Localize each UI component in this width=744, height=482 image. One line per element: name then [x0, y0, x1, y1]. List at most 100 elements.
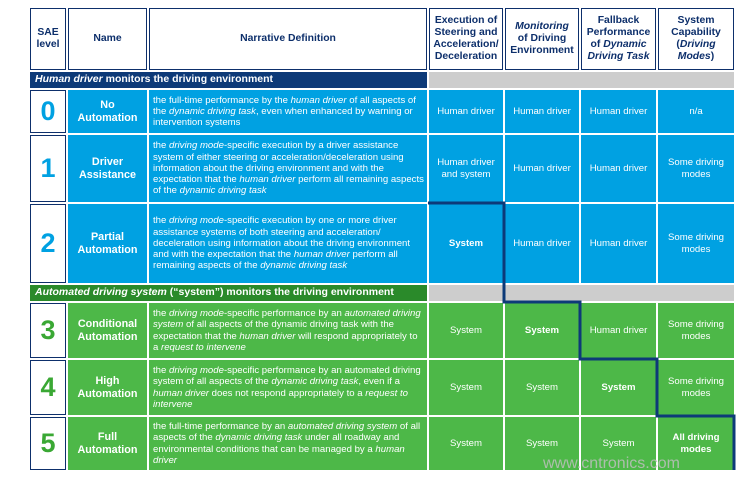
text-run: automated driving system: [153, 308, 421, 331]
fallback-cell: Human driver: [581, 303, 656, 358]
header-cell: Name: [68, 8, 147, 70]
text-run: dynamic driving task: [215, 432, 303, 444]
text-run: human driver: [239, 174, 296, 186]
header-cell: Execution of Steering and Acceleration/ …: [429, 8, 503, 70]
level-row: 3 Conditional Automation the driving mode-…: [30, 303, 734, 358]
text-run: perform all remaining aspects of the: [153, 249, 398, 272]
capability-cell: Some driving modes: [658, 204, 734, 283]
text-run: under all roadway and environmental cond…: [153, 432, 400, 455]
text-run: the: [153, 215, 170, 227]
sae-table: SAE level Name Narrative Definition Exec…: [28, 6, 736, 472]
header-cell: SAE level: [30, 8, 66, 70]
text-run: the: [153, 140, 170, 152]
level-number: 5: [30, 417, 66, 470]
section-filler: [429, 285, 734, 301]
text-run: automated driving system: [287, 421, 398, 433]
text-run: driving mode: [169, 365, 224, 377]
text-run: driving mode: [169, 140, 224, 152]
text-run: the full-time performance by an: [153, 421, 288, 433]
section-filler: [429, 72, 734, 88]
monitoring-cell: Human driver: [505, 90, 579, 133]
level-row: 0 No Automation the full-time performance …: [30, 90, 734, 133]
section-row: Automated driving system (“system”) moni…: [30, 285, 734, 301]
level-name: High Automation: [68, 360, 147, 415]
text-run: of all aspects of the: [153, 421, 421, 444]
fallback-cell: Human driver: [581, 204, 656, 283]
text-run: the: [153, 308, 170, 320]
text-run: request to intervene: [161, 341, 246, 353]
text-run: of Driving Environment: [510, 33, 574, 56]
execution-cell: System: [429, 417, 503, 470]
level-row: 2 Partial Automation the driving mode-spec…: [30, 204, 734, 283]
text-run: driving mode: [169, 308, 224, 320]
execution-cell: System: [429, 204, 503, 283]
execution-cell: System: [429, 360, 503, 415]
execution-cell: Human driver: [429, 90, 503, 133]
fallback-cell: System: [581, 360, 656, 415]
level-name: No Automation: [68, 90, 147, 133]
definition: the full-time performance by an automate…: [149, 417, 427, 470]
text-run: human driver: [153, 387, 209, 399]
capability-cell: Some driving modes: [658, 360, 734, 415]
text-run: dynamic driving task: [169, 105, 256, 117]
definition: the driving mode-specific performance by…: [149, 360, 427, 415]
header-cell: Fallback Performance of Dynamic Driving …: [581, 8, 656, 70]
text-run: Dynamic Driving Task: [587, 39, 650, 62]
capability-cell: Some driving modes: [658, 303, 734, 358]
level-name: Full Automation: [68, 417, 147, 470]
text-run: , even if a: [358, 376, 400, 388]
text-run: will respond appropriately to a: [153, 330, 418, 353]
level-number: 3: [30, 303, 66, 358]
header-row: SAE level Name Narrative Definition Exec…: [30, 8, 734, 70]
table-body: SAE level Name Narrative Definition Exec…: [30, 8, 734, 470]
level-row: 4 High Automation the driving mode-specifi…: [30, 360, 734, 415]
level-number: 1: [30, 135, 66, 202]
text-run: dynamic driving task: [179, 185, 267, 197]
header-cell: System Capability (Driving Modes): [658, 8, 734, 70]
header-cell: Narrative Definition: [149, 8, 427, 70]
level-name: Partial Automation: [68, 204, 147, 283]
level-name: Conditional Automation: [68, 303, 147, 358]
text-run: ): [710, 51, 715, 62]
text-run: the full-time performance by the: [153, 94, 291, 106]
monitoring-cell: Human driver: [505, 135, 579, 202]
capability-cell: n/a: [658, 90, 734, 133]
monitoring-cell: Human driver: [505, 204, 579, 283]
definition: the driving mode-specific execution by o…: [149, 204, 427, 283]
text-run: human driver: [290, 94, 347, 106]
definition: the full-time performance by the human d…: [149, 90, 427, 133]
execution-cell: Human driver and system: [429, 135, 503, 202]
execution-cell: System: [429, 303, 503, 358]
level-number: 0: [30, 90, 66, 133]
capability-cell: Some driving modes: [658, 135, 734, 202]
text-run: the: [153, 365, 170, 377]
text-run: human driver: [153, 443, 405, 466]
text-run: human driver: [239, 330, 296, 342]
monitoring-cell: System: [505, 360, 579, 415]
watermark: www.cntronics.com: [543, 455, 680, 472]
monitoring-cell: System: [505, 303, 579, 358]
section-title: Automated driving system (“system”) moni…: [30, 285, 427, 301]
text-run: , even when enhanced by warning or inter…: [153, 105, 413, 129]
text-run: System Capability (: [671, 15, 721, 50]
level-name: Driver Assistance: [68, 135, 147, 202]
text-run: Automated driving system: [35, 286, 167, 299]
text-run: Human driver: [35, 73, 103, 86]
text-run: Monitoring: [515, 21, 569, 32]
text-run: request to intervene: [153, 387, 408, 410]
text-run: -specific execution by a driver assistan…: [153, 140, 404, 186]
definition: the driving mode-specific performance by…: [149, 303, 427, 358]
text-run: of all aspects of the dynamic driving ta…: [153, 319, 395, 342]
text-run: human driver: [293, 249, 350, 261]
text-run: (“system”) monitors the driving environm…: [166, 286, 394, 299]
text-run: Fallback Performance of: [586, 15, 651, 50]
fallback-cell: Human driver: [581, 90, 656, 133]
level-number: 2: [30, 204, 66, 283]
text-run: dynamic driving task: [271, 376, 359, 388]
text-run: dynamic driving task: [260, 260, 348, 272]
text-run: -specific performance by an: [223, 308, 345, 320]
header-cell: Monitoring of Driving Environment: [505, 8, 579, 70]
text-run: of all aspects of the: [153, 94, 416, 117]
text-run: -specific execution by one or more drive…: [153, 215, 411, 261]
